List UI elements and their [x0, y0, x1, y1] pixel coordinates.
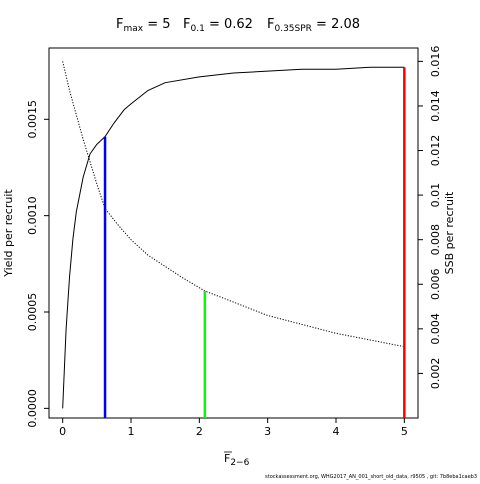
- plot-frame: [48, 47, 419, 419]
- series-lines: [62, 61, 405, 409]
- y-right-tick-label: 0.002: [429, 358, 442, 390]
- x-tick-label: 2: [196, 425, 203, 438]
- y-right-tick-label: 0.004: [429, 313, 442, 345]
- y-left-tick-label: 0.0015: [26, 100, 39, 139]
- f01-label: F0.1 = 0.62: [183, 17, 253, 34]
- y-right-tick-label: 0.016: [429, 46, 442, 77]
- y-right-tick-label: 0.006: [429, 269, 442, 301]
- fmax-label: Fmax = 5: [116, 17, 171, 34]
- y-right-tick-label: 0.008: [429, 224, 442, 256]
- y-axis-left-title: Yield per recruit: [2, 189, 15, 278]
- y-right-tick-label: 0.012: [429, 135, 442, 167]
- y-left-tick-label: 0.0005: [26, 293, 39, 332]
- axis-ticks: 0 1 2 3 4 5 0.0000 0.0005 0.0010 0.0015 0.002 0.004…: [26, 46, 442, 438]
- footnote: stockassessment.org, WHG2017_AN_001_shor…: [265, 474, 477, 480]
- y-right-tick-label: 0.01: [429, 183, 442, 208]
- y-axis-right-title: SSB per recruit: [443, 191, 456, 274]
- chart-header: Fmax = 5 F0.1 = 0.62 F0.35SPR = 2.08: [116, 17, 360, 34]
- x-tick-label: 1: [128, 425, 135, 438]
- x-tick-label: 5: [401, 425, 408, 438]
- ssb-per-recruit-line: [62, 61, 405, 348]
- fspr-label: F0.35SPR = 2.08: [267, 17, 360, 34]
- x-tick-label: 0: [59, 425, 66, 438]
- x-tick-label: 3: [264, 425, 271, 438]
- x-tick-label: 4: [333, 425, 340, 438]
- y-left-tick-label: 0.0000: [26, 389, 39, 428]
- y-right-tick-label: 0.014: [429, 90, 442, 122]
- reference-lines: [103, 67, 406, 418]
- x-axis-title: F2−6: [224, 452, 250, 468]
- y-left-tick-label: 0.0010: [26, 196, 39, 235]
- yield-per-recruit-line: [62, 66, 405, 409]
